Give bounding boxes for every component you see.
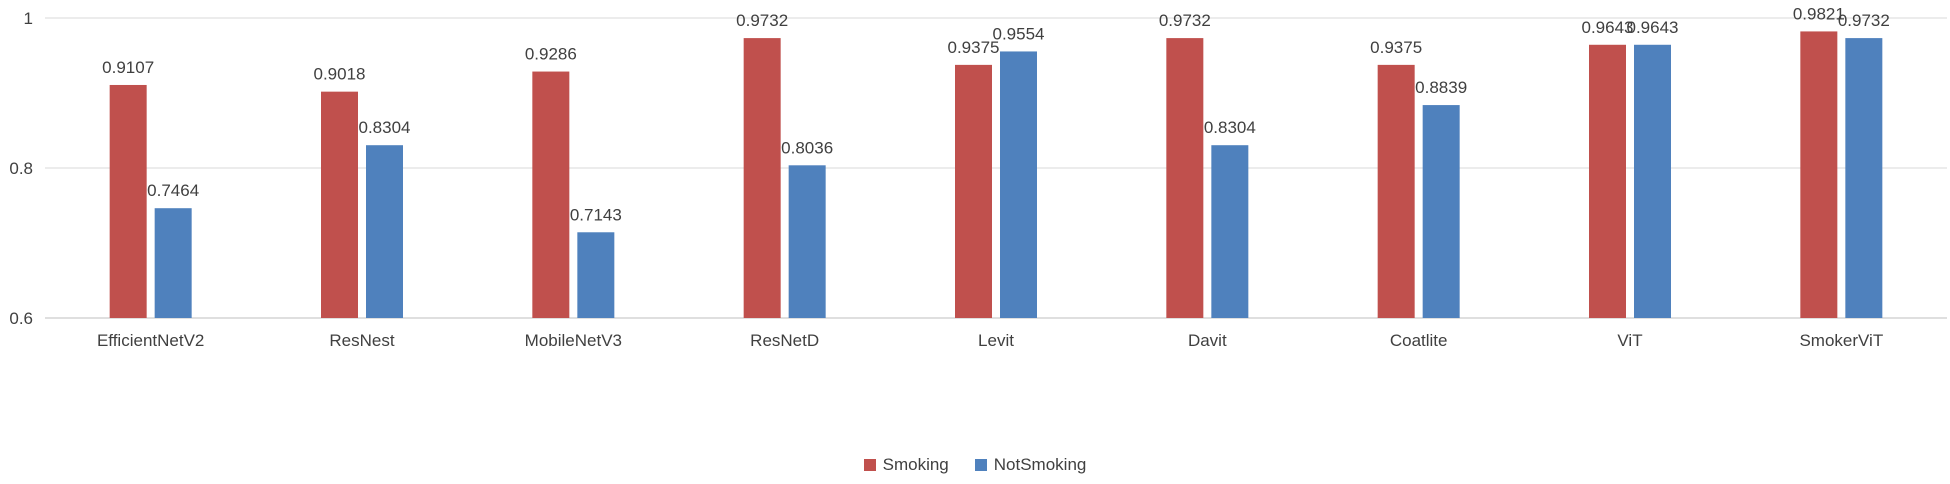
data-label: 0.9375	[948, 38, 1000, 57]
bar-notsmoking	[1634, 44, 1671, 319]
data-label: 0.9018	[314, 65, 366, 84]
y-tick-label: 0.6	[9, 309, 33, 328]
data-label: 0.9286	[525, 45, 577, 64]
x-tick-label: MobileNetV3	[525, 331, 622, 350]
x-tick-label: Coatlite	[1390, 331, 1448, 350]
data-labels: 0.9107 0.7464 0.9018 0.8304 0.9286 0.7143 0.97…	[102, 4, 1890, 224]
x-tick-label: EfficientNetV2	[97, 331, 204, 350]
x-tick-label: ViT	[1617, 331, 1642, 350]
x-tick-label: SmokerViT	[1799, 331, 1883, 350]
bar-notsmoking	[577, 232, 615, 318]
data-label: 0.9732	[1838, 11, 1890, 30]
legend-swatch-smoking	[863, 459, 876, 471]
data-label: 0.8304	[1204, 118, 1256, 137]
bar-notsmoking	[788, 165, 826, 318]
bars	[109, 31, 1883, 319]
y-tick-label: 1	[24, 9, 33, 28]
data-label: 0.9554	[993, 24, 1045, 43]
x-tick-label: ResNest	[329, 331, 394, 350]
legend-swatch-notsmoking	[974, 459, 987, 471]
data-label: 0.9107	[102, 58, 154, 77]
bar-smoking	[321, 91, 358, 319]
data-label: 0.8839	[1415, 78, 1467, 97]
x-tick-label: ResNetD	[750, 331, 819, 350]
legend-item-smoking: Smoking	[863, 455, 949, 475]
bar-smoking	[532, 71, 570, 318]
bar-notsmoking	[1000, 51, 1037, 318]
data-label: 0.7143	[570, 205, 622, 224]
bar-smoking	[1377, 64, 1415, 318]
bar-smoking	[109, 84, 147, 318]
data-label: 0.9643	[1627, 18, 1679, 37]
legend-item-notsmoking: NotSmoking	[974, 455, 1087, 475]
legend-label-smoking: Smoking	[882, 455, 949, 474]
bar-notsmoking	[1845, 38, 1883, 318]
data-label: 0.9821	[1793, 4, 1845, 23]
bar-notsmoking	[1211, 145, 1249, 318]
x-tick-label: Davit	[1188, 331, 1227, 350]
x-tick-label: Levit	[978, 331, 1014, 350]
data-label: 0.9375	[1370, 38, 1422, 57]
bar-notsmoking	[1422, 105, 1460, 318]
bar-smoking	[1800, 31, 1838, 319]
data-label: 0.9732	[1159, 11, 1211, 30]
data-label: 0.8304	[359, 118, 411, 137]
legend: Smoking NotSmoking	[0, 452, 1950, 478]
bar-smoking	[955, 64, 992, 318]
data-label: 0.7464	[147, 181, 199, 200]
y-axis: 0.6 0.8 1	[9, 9, 33, 328]
data-label: 0.8036	[781, 138, 833, 157]
bar-smoking	[1166, 38, 1204, 318]
bar-notsmoking	[154, 208, 192, 318]
bar-smoking	[1589, 44, 1626, 319]
y-tick-label: 0.8	[9, 159, 33, 178]
gridlines	[45, 17, 1947, 319]
data-label: 0.9732	[736, 11, 788, 30]
legend-label-notsmoking: NotSmoking	[993, 455, 1087, 474]
bar-notsmoking	[366, 145, 403, 318]
bar-smoking	[743, 38, 781, 318]
data-label: 0.9643	[1582, 18, 1634, 37]
x-axis: EfficientNetV2 ResNest MobileNetV3 ResNetD L…	[97, 331, 1883, 350]
